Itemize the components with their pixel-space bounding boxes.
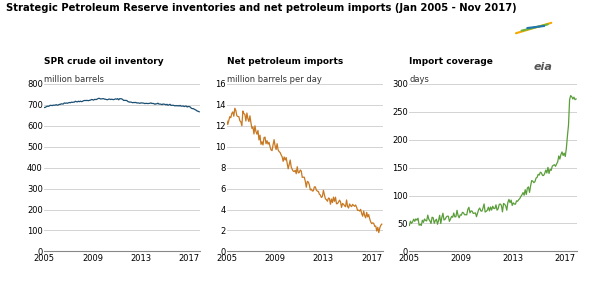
- Text: Import coverage: Import coverage: [409, 57, 493, 66]
- Text: Strategic Petroleum Reserve inventories and net petroleum imports (Jan 2005 - No: Strategic Petroleum Reserve inventories …: [6, 3, 517, 13]
- Text: SPR crude oil inventory: SPR crude oil inventory: [44, 57, 164, 66]
- Text: eia: eia: [534, 62, 552, 72]
- Text: million barrels per day: million barrels per day: [227, 75, 322, 84]
- Text: days: days: [409, 75, 429, 84]
- Text: Net petroleum imports: Net petroleum imports: [227, 57, 343, 66]
- Text: million barrels: million barrels: [44, 75, 104, 84]
